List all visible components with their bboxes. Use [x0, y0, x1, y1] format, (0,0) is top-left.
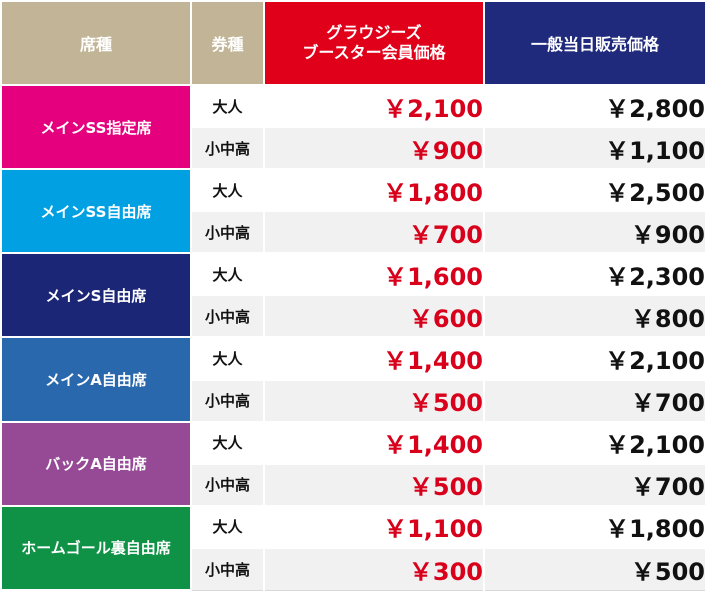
booster-price-cell: ￥1,100	[263, 504, 485, 549]
booster-price-cell: ￥500	[263, 462, 485, 507]
ticket-type-cell: 大人	[190, 504, 265, 549]
ticket-type-cell: 大人	[190, 252, 265, 296]
header-booster-line1: グラウジーズ	[326, 23, 422, 42]
booster-price-cell: ￥700	[263, 210, 485, 254]
seat-category-cell: メインSS自由席	[0, 168, 192, 255]
booster-price-cell: ￥1,600	[263, 252, 485, 296]
header-seat: 席種	[0, 0, 192, 86]
general-price-cell: ￥2,800	[483, 83, 705, 128]
seat-category-cell: バックA自由席	[0, 420, 192, 507]
table-row: メインSS指定席 大人 ￥2,100 ￥2,800	[0, 83, 705, 171]
price-table-body: メインSS指定席 大人 ￥2,100 ￥2,800 小中高 ￥900 ￥1,100 メインSS…	[0, 83, 705, 591]
ticket-type-cell: 小中高	[190, 378, 265, 423]
ticket-type-cell: 大人	[190, 168, 265, 212]
booster-price-cell: ￥1,400	[263, 420, 485, 465]
general-price-cell: ￥500	[483, 546, 705, 591]
general-price-cell: ￥2,100	[483, 420, 705, 465]
general-price-cell: ￥900	[483, 210, 705, 254]
seat-category-cell: メインS自由席	[0, 252, 192, 339]
table-row: メインS自由席 大人 ￥1,600 ￥2,300	[0, 252, 705, 339]
booster-price-cell: ￥1,400	[263, 336, 485, 381]
general-price-cell: ￥2,100	[483, 336, 705, 381]
ticket-type-cell: 大人	[190, 83, 265, 128]
table-row: バックA自由席 大人 ￥1,400 ￥2,100	[0, 420, 705, 507]
header-general-price: 一般当日販売価格	[483, 0, 705, 86]
seat-category-cell: メインA自由席	[0, 336, 192, 423]
seat-category-cell: ホームゴール裏自由席	[0, 504, 192, 591]
ticket-type-cell: 小中高	[190, 294, 265, 338]
header-booster-price: グラウジーズ ブースター会員価格	[263, 0, 485, 86]
table-row: 小中高 ￥500 ￥700	[1, 378, 705, 423]
general-price-cell: ￥1,800	[483, 504, 705, 549]
table-row: 小中高 ￥300 ￥500	[1, 546, 705, 591]
booster-price-cell: ￥500	[263, 378, 485, 423]
ticket-type-cell: 小中高	[190, 210, 265, 254]
table-row: 小中高 ￥600 ￥800	[1, 294, 705, 338]
general-price-cell: ￥2,500	[483, 168, 705, 212]
general-price-cell: ￥800	[483, 294, 705, 338]
header-booster-line2: ブースター会員価格	[302, 43, 446, 62]
header-row: 席種 券種 グラウジーズ ブースター会員価格 一般当日販売価格	[0, 0, 705, 86]
seat-category-cell: メインSS指定席	[0, 83, 192, 171]
table-row: 小中高 ￥700 ￥900	[1, 210, 705, 254]
booster-price-cell: ￥900	[263, 126, 485, 170]
ticket-type-cell: 小中高	[190, 462, 265, 507]
header-ticket-type: 券種	[190, 0, 265, 86]
booster-price-cell: ￥300	[263, 546, 485, 591]
ticket-type-cell: 小中高	[190, 126, 265, 170]
table-row: ホームゴール裏自由席 大人 ￥1,100 ￥1,800	[0, 504, 705, 591]
table-row: メインA自由席 大人 ￥1,400 ￥2,100	[0, 336, 705, 423]
general-price-cell: ￥700	[483, 378, 705, 423]
ticket-type-cell: 大人	[190, 420, 265, 465]
table-row: 小中高 ￥500 ￥700	[1, 462, 705, 507]
ticket-type-cell: 小中高	[190, 546, 265, 591]
booster-price-cell: ￥600	[263, 294, 485, 338]
general-price-cell: ￥1,100	[483, 126, 705, 170]
booster-price-cell: ￥2,100	[263, 83, 485, 128]
general-price-cell: ￥2,300	[483, 252, 705, 296]
table-row: メインSS自由席 大人 ￥1,800 ￥2,500	[0, 168, 705, 255]
booster-price-cell: ￥1,800	[263, 168, 485, 212]
ticket-type-cell: 大人	[190, 336, 265, 381]
general-price-cell: ￥700	[483, 462, 705, 507]
